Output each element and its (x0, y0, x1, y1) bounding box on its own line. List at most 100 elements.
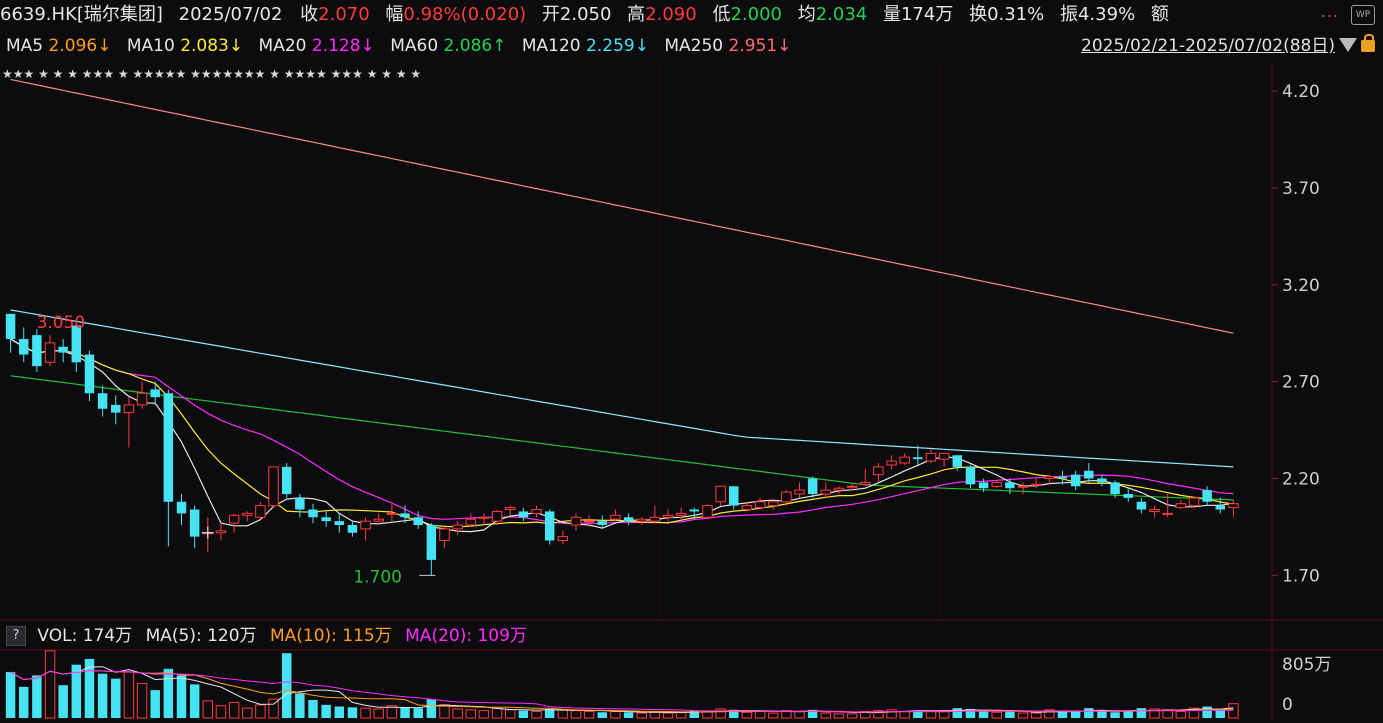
candle-body-down (426, 525, 437, 560)
date-range-selector[interactable]: 2025/02/21-2025/07/02(88日) (1081, 36, 1335, 56)
y-tick-label: 4.20 (1282, 82, 1320, 102)
volume-bar-down (71, 664, 82, 718)
candle-body-down (413, 517, 423, 526)
volume-bar-up (899, 710, 910, 719)
y-tick-label: 1.70 (1282, 566, 1320, 586)
candle-body-up (123, 404, 135, 414)
dropdown-triangle-icon[interactable] (1339, 38, 1357, 52)
low-value: 2.000 (730, 4, 782, 25)
volume-bar-down (689, 710, 700, 718)
candle-body-down (5, 313, 16, 340)
volume-bar-up (44, 650, 56, 719)
volume-bar-down (597, 712, 608, 718)
candle-body-up (1030, 483, 1042, 486)
wp-icon[interactable]: WP (1351, 5, 1375, 25)
volume-bar-up (741, 711, 753, 719)
help-icon[interactable]: ? (6, 626, 26, 646)
change-label: 幅 (385, 4, 404, 25)
candle-body-down (1057, 476, 1068, 479)
volume-ma10: MA(10): 115万 (269, 626, 392, 646)
volume-bar-up (123, 671, 135, 719)
volume-tick-label: 0 (1282, 695, 1293, 715)
volume-bar-up (1149, 708, 1160, 719)
volume-bar-up (452, 708, 463, 719)
candle-body-down (71, 325, 82, 363)
volume-bar-down (1005, 711, 1015, 718)
volume-bar-up (662, 712, 674, 719)
candle-body-up (781, 491, 792, 503)
volume-bar-up (610, 710, 621, 719)
volume-bar-down (1070, 710, 1081, 718)
stock-code[interactable]: 6639.HK[瑞尔集团] (0, 4, 163, 25)
ma250-line (10, 78, 1234, 334)
volume-bar-up (1188, 707, 1200, 719)
candle-body-up (439, 528, 450, 542)
ma20-label: MA20 (258, 36, 307, 56)
candle-body-down (347, 525, 358, 533)
candle-body-up (925, 452, 937, 462)
volume-bar-up (228, 701, 240, 719)
candle-body-down (321, 517, 331, 522)
candle-body-down (281, 466, 292, 495)
volume-bar-up (1175, 710, 1187, 719)
candle-body-down (518, 511, 529, 518)
lock-icon[interactable] (1361, 34, 1375, 52)
volume-bar-down (308, 699, 318, 718)
volume-bar-down (978, 711, 989, 718)
volume-label: 量 (882, 4, 901, 25)
volume-bar-down (347, 707, 358, 718)
volume-bar-up (873, 710, 884, 719)
candle-body-up (136, 392, 148, 406)
volume-bar-up (636, 712, 647, 719)
volume-label: VOL: 174万 (37, 626, 133, 646)
volume-bar-down (84, 658, 95, 718)
candle-body-up (228, 514, 240, 524)
candle-body-up (44, 342, 56, 363)
ma250-label: MA250 (664, 36, 724, 56)
y-tick-label: 3.20 (1282, 276, 1320, 296)
volume-bar-up (255, 704, 266, 719)
candle-body-up (557, 536, 569, 542)
candle-body-up (465, 518, 477, 526)
volume-bar-down (807, 709, 818, 718)
candle-body-down (952, 455, 963, 467)
volume-bar-down (58, 685, 68, 718)
candle-body-down (978, 482, 989, 489)
ma10-label: MA10 (126, 36, 175, 56)
volume-bar-down (623, 712, 634, 718)
ma60-value: 2.086↑ (443, 36, 507, 56)
amplitude-label: 振 (1059, 4, 1078, 25)
more-menu-icon[interactable]: ... (1320, 2, 1339, 21)
candle-body-down (58, 346, 68, 353)
candle-body-down (1097, 478, 1107, 483)
y-tick-label: 2.70 (1282, 373, 1320, 393)
candle-body-up (794, 489, 805, 495)
volume-bar-down (1084, 708, 1094, 718)
volume-bar-up (491, 707, 503, 719)
candle-body-up (662, 514, 674, 518)
candle-body-up (938, 452, 950, 460)
candle-body-up (649, 516, 661, 522)
volume-bar-up (202, 700, 214, 719)
candle-body-up (991, 481, 1002, 487)
ma10-line (10, 338, 1234, 528)
candle-body-up (1188, 497, 1200, 507)
volume-bar-up (373, 708, 384, 719)
volume-bar-down (32, 675, 42, 718)
volume-bar-down (5, 672, 16, 718)
candle-body-up (741, 505, 753, 511)
ma60-line (10, 375, 1234, 501)
low-label: 低 (712, 4, 731, 25)
open-value: 2.050 (559, 4, 612, 25)
candle-body-up (820, 489, 832, 495)
volume-bar-down (1123, 711, 1133, 718)
candle-body-down (32, 335, 42, 367)
volume-ma20-line (10, 670, 1234, 713)
candle-body-down (189, 509, 200, 537)
volume-bar-down (334, 706, 345, 718)
volume-bar-down (1097, 711, 1107, 718)
candle-body-up (886, 460, 897, 466)
candle-body-down (1202, 490, 1212, 502)
quote-header: 6639.HK[瑞尔集团] 2025/07/02 收2.070 幅0.98%(0… (0, 0, 1383, 30)
